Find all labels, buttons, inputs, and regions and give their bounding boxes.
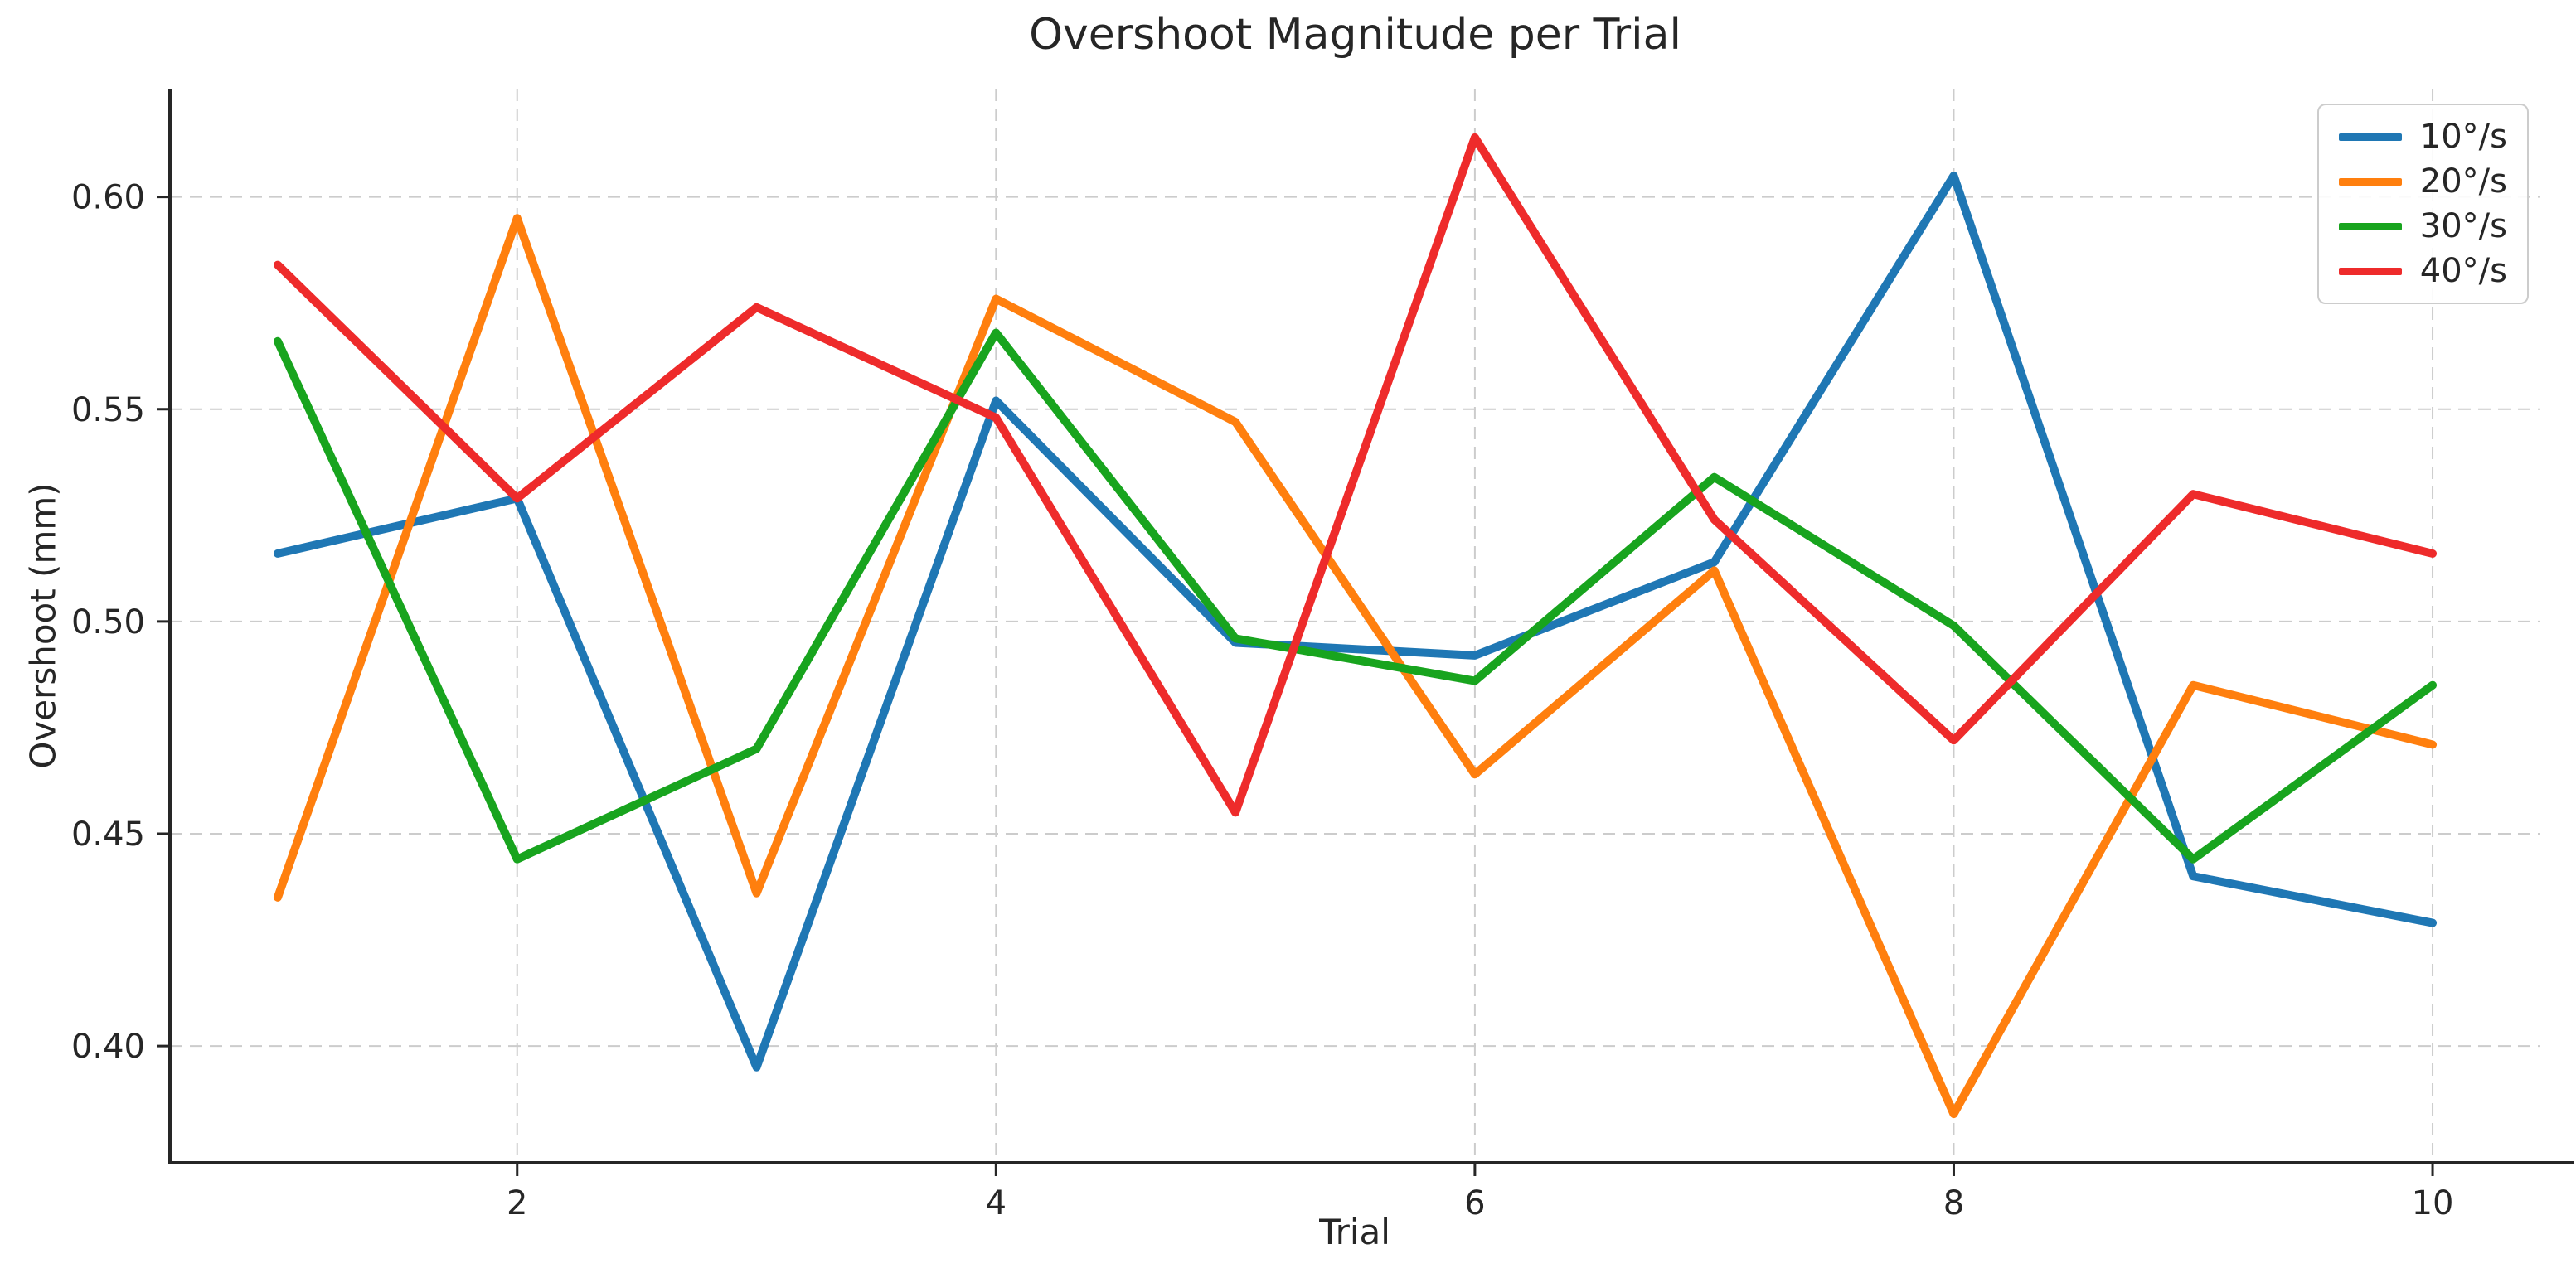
legend-item: 30°/s [2338,207,2507,245]
legend-line-swatch [2338,222,2402,230]
series-line-10s [273,172,2438,1072]
y-tick-label: 0.55 [71,391,145,429]
series-line-30s [273,328,2438,864]
legend-label: 40°/s [2419,252,2507,290]
y-tick-label: 0.45 [71,816,145,854]
x-tick-label: 8 [1943,1184,1964,1222]
y-tick-label: 0.60 [71,179,145,217]
y-tick-label: 0.40 [71,1028,145,1066]
legend-item: 10°/s [2338,118,2507,156]
legend: 10°/s 20°/s 30°/s 40°/s [2316,104,2529,304]
legend-label: 20°/s [2419,162,2507,201]
legend-line-swatch [2338,133,2402,141]
legend-label: 30°/s [2419,207,2507,245]
x-tick-label: 6 [1464,1184,1485,1222]
x-axis-label: Trial [1319,1212,1390,1252]
x-tick-label: 2 [507,1184,527,1222]
legend-line-swatch [2338,177,2402,186]
legend-line-swatch [2338,267,2402,275]
legend-label: 10°/s [2419,118,2507,156]
x-tick-label: 10 [2412,1184,2454,1222]
legend-item: 40°/s [2338,252,2507,290]
legend-item: 20°/s [2338,162,2507,201]
y-tick-label: 0.50 [71,603,145,641]
series-line-20s [273,214,2438,1119]
page-title: Overshoot Magnitude per Trial [1029,10,1681,60]
x-tick-label: 4 [986,1184,1007,1222]
series-line-40s [273,133,2438,817]
y-axis-label: Overshoot (mm) [22,482,64,769]
